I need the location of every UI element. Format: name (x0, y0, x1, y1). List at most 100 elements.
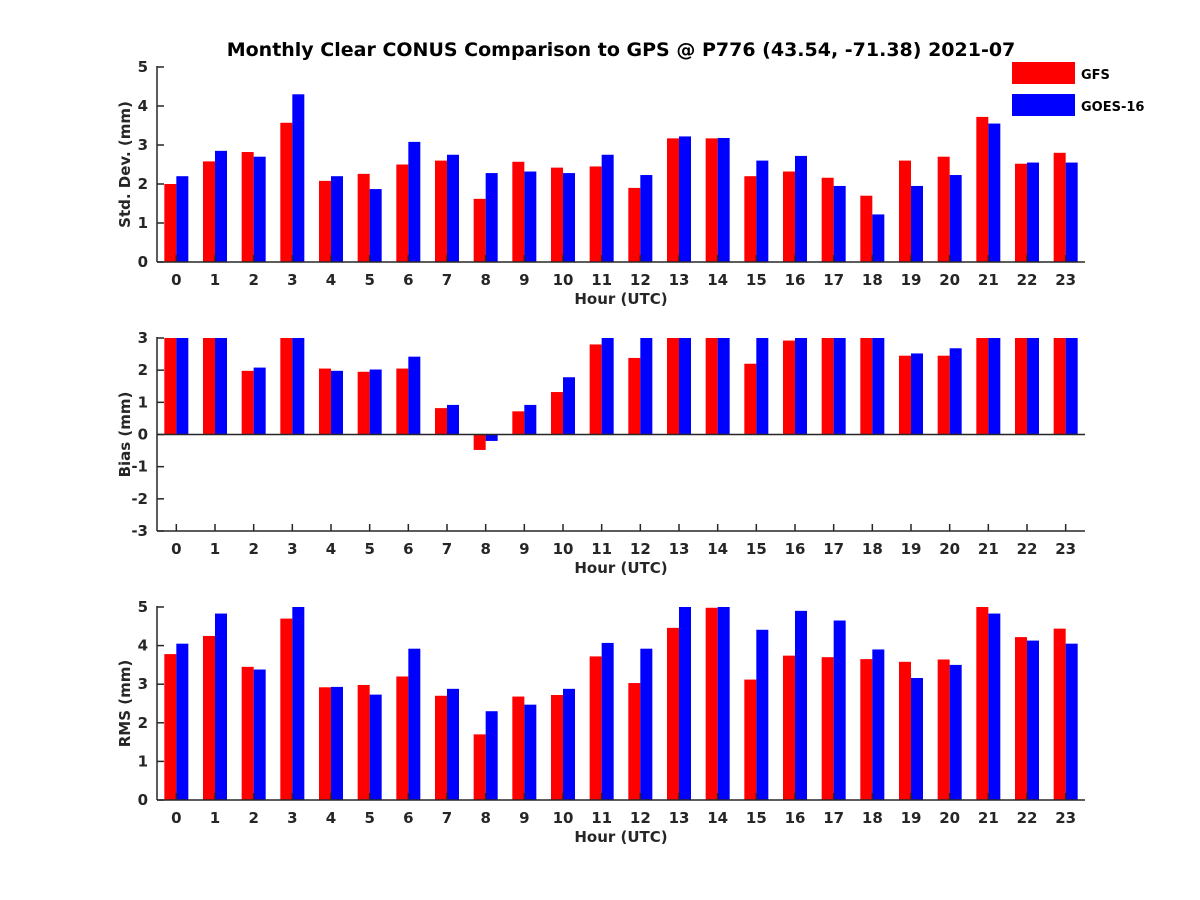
rms-bar-goes16-5 (369, 694, 382, 800)
bias-x-tick-label: 4 (326, 540, 336, 558)
bias-bar-goes16-10 (563, 377, 575, 435)
rms-y-tick-label: 1 (138, 752, 148, 770)
bias-bar-gfs-15 (744, 363, 757, 435)
std-bar-goes16-10 (563, 173, 575, 262)
std-bar-gfs-1 (203, 161, 215, 262)
bias-bar-goes16-1 (215, 338, 227, 435)
bias-bar-gfs-16 (783, 340, 795, 435)
rms-bar-goes16-19 (911, 678, 923, 800)
rms-bar-gfs-5 (357, 684, 370, 800)
bias-bar-goes16-7 (447, 404, 459, 435)
legend-swatch-gfs (1012, 62, 1075, 84)
rms-bar-gfs-15 (744, 679, 757, 800)
rms-x-tick-label: 14 (707, 809, 728, 827)
bias-bar-gfs-9 (512, 411, 525, 435)
bias-bar-gfs-6 (396, 368, 409, 435)
std-bar-gfs-13 (667, 138, 679, 262)
std-bar-gfs-7 (435, 160, 447, 262)
std-x-tick-label: 17 (823, 271, 844, 289)
std-bar-gfs-4 (319, 180, 331, 262)
std-bar-goes16-16 (795, 155, 807, 262)
bias-bar-goes16-2 (253, 367, 266, 435)
bias-bar-gfs-23 (1053, 338, 1066, 435)
bias-bar-goes16-11 (601, 338, 614, 435)
bias-x-tick-label: 21 (978, 540, 999, 558)
std-bar-goes16-21 (988, 123, 1001, 262)
bias-y-tick-label: -1 (131, 458, 148, 476)
bias-y-axis-label: Bias (mm) (116, 392, 134, 478)
bias-bar-gfs-14 (705, 338, 718, 435)
rms-x-tick-label: 13 (669, 809, 690, 827)
rms-bar-goes16-9 (524, 704, 537, 800)
rms-y-axis-label: RMS (mm) (116, 660, 134, 747)
rms-bar-goes16-18 (872, 649, 885, 800)
rms-x-tick-label: 21 (978, 809, 999, 827)
bias-x-tick-label: 19 (901, 540, 922, 558)
bias-bar-gfs-4 (319, 368, 331, 435)
std-bar-goes16-13 (679, 136, 691, 262)
std-x-tick-label: 13 (669, 271, 690, 289)
rms-bar-goes16-3 (292, 607, 305, 800)
std-bar-gfs-18 (860, 195, 873, 262)
legend-label-gfs: GFS (1081, 68, 1110, 83)
bias-bar-gfs-2 (241, 370, 254, 435)
rms-bar-goes16-13 (679, 607, 691, 800)
rms-bar-gfs-9 (512, 696, 525, 800)
bias-bar-gfs-13 (667, 338, 679, 435)
rms-bar-gfs-10 (551, 695, 563, 800)
bias-bar-gfs-21 (976, 338, 989, 435)
std-bar-gfs-8 (473, 198, 486, 262)
bias-bar-goes16-9 (524, 404, 537, 435)
std-bar-goes16-6 (408, 141, 421, 262)
std-bar-gfs-19 (899, 160, 911, 262)
bias-bar-goes16-8 (485, 434, 498, 441)
std-bar-goes16-19 (911, 185, 923, 262)
legend-label-goes16: GOES-16 (1081, 100, 1144, 115)
bias-bar-gfs-12 (628, 357, 641, 435)
bias-x-axis-label: Hour (UTC) (574, 559, 667, 577)
std-bar-gfs-16 (783, 171, 795, 262)
rms-bar-goes16-22 (1027, 640, 1039, 800)
std-y-tick-label: 5 (138, 58, 148, 76)
bias-bar-gfs-0 (164, 338, 177, 435)
bias-x-tick-label: 5 (364, 540, 374, 558)
rms-bar-goes16-16 (795, 610, 807, 800)
std-bar-goes16-23 (1065, 162, 1078, 262)
std-x-tick-label: 12 (630, 271, 651, 289)
bias-bar-gfs-10 (551, 392, 563, 435)
rms-bar-gfs-1 (203, 635, 215, 800)
bias-bar-goes16-15 (756, 338, 769, 435)
rms-y-tick-label: 5 (138, 598, 148, 616)
rms-x-tick-label: 15 (746, 809, 767, 827)
rms-x-tick-label: 18 (862, 809, 883, 827)
bias-bar-goes16-16 (795, 338, 807, 435)
bias-y-tick-label: 3 (138, 329, 148, 347)
rms-bar-goes16-10 (563, 688, 575, 800)
bias-x-tick-label: 16 (785, 540, 806, 558)
std-bar-gfs-22 (1015, 163, 1027, 262)
bias-bar-goes16-19 (911, 353, 923, 435)
std-bar-goes16-22 (1027, 162, 1039, 262)
rms-y-tick-label: 0 (138, 791, 148, 809)
bias-x-tick-label: 3 (287, 540, 297, 558)
rms-x-tick-label: 3 (287, 809, 297, 827)
bias-bar-goes16-3 (292, 338, 305, 435)
rms-x-tick-label: 8 (480, 809, 490, 827)
rms-bar-gfs-20 (937, 659, 950, 800)
std-bar-gfs-14 (705, 138, 718, 262)
std-bar-gfs-11 (589, 166, 602, 262)
bias-x-tick-label: 11 (591, 540, 612, 558)
bias-bar-gfs-22 (1015, 338, 1027, 435)
std-bar-gfs-23 (1053, 152, 1066, 262)
bias-x-tick-label: 6 (403, 540, 413, 558)
bias-bar-gfs-7 (435, 408, 447, 435)
bias-y-tick-label: 1 (138, 393, 148, 411)
bias-bar-gfs-17 (821, 338, 834, 435)
bias-x-tick-label: 20 (939, 540, 960, 558)
rms-x-tick-label: 9 (519, 809, 529, 827)
std-x-tick-label: 10 (553, 271, 574, 289)
std-bar-goes16-11 (601, 154, 614, 262)
rms-x-tick-label: 2 (248, 809, 258, 827)
std-bar-goes16-18 (872, 214, 885, 262)
